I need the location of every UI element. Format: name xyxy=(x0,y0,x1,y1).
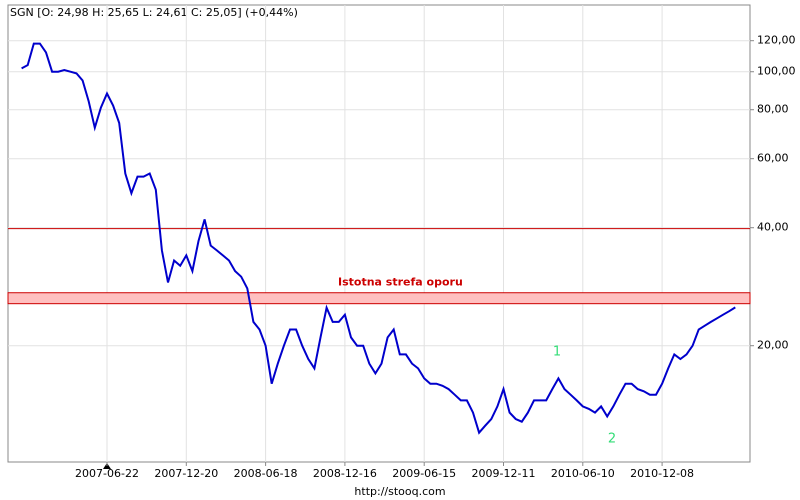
zone-label: Istotna strefa oporu xyxy=(338,276,463,289)
y-tick-label: 60,00 xyxy=(757,152,789,165)
x-tick-label: 2007-06-22 xyxy=(75,467,139,480)
footer: http://stooq.com xyxy=(354,485,445,498)
y-tick-label: 80,00 xyxy=(757,103,789,116)
wave-label: 1 xyxy=(553,345,561,360)
wave-label: 2 xyxy=(608,432,616,447)
plot-frame xyxy=(7,4,751,463)
y-tick-label: 100,00 xyxy=(757,65,796,78)
x-tick-label: 2009-12-11 xyxy=(472,467,536,480)
y-tick-label: 20,00 xyxy=(757,339,789,352)
y-tick-label: 40,00 xyxy=(757,221,789,234)
x-tick-label: 2007-12-20 xyxy=(154,467,218,480)
price-line xyxy=(21,42,736,435)
x-tick-label: 2008-12-16 xyxy=(313,467,377,480)
chart-title: SGN [O: 24,98 H: 25,65 L: 24,61 C: 25,05… xyxy=(10,6,298,19)
resistance-zone xyxy=(7,292,751,305)
y-tick-label: 120,00 xyxy=(757,34,796,47)
x-tick-label: 2008-06-18 xyxy=(234,467,298,480)
x-tick-label: 2009-06-15 xyxy=(392,467,456,480)
x-tick-label: 2010-12-08 xyxy=(630,467,694,480)
x-tick-label: 2010-06-10 xyxy=(551,467,615,480)
